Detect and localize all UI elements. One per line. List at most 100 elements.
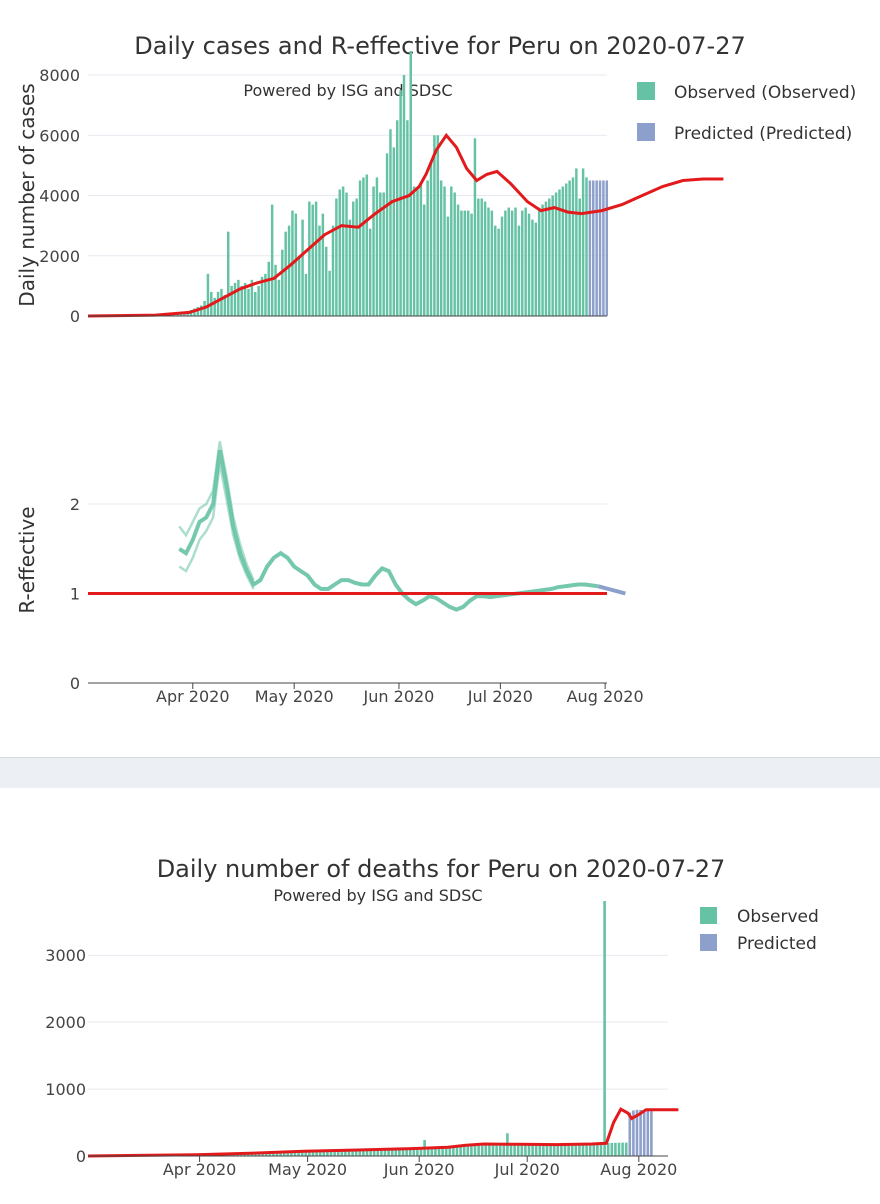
- deaths-legend-label-predicted[interactable]: Predicted: [737, 934, 817, 954]
- cases-predicted-bars: [589, 180, 608, 316]
- deaths-predicted-bar: [639, 1110, 642, 1156]
- cases-predicted-bar: [606, 180, 608, 316]
- reff-y-tick-label: 2: [70, 495, 80, 514]
- cases-observed-bar: [572, 177, 574, 316]
- deaths-observed-bar: [614, 1143, 617, 1156]
- cases-observed-bar: [518, 226, 520, 316]
- cases-observed-bar: [359, 180, 361, 316]
- deaths-legend-swatch-observed[interactable]: [700, 907, 717, 924]
- deaths-observed-bar: [485, 1146, 488, 1156]
- deaths-observed-bar: [463, 1146, 466, 1156]
- deaths-observed-bar: [524, 1145, 527, 1156]
- deaths-observed-bar: [539, 1144, 542, 1156]
- cases-observed-bar: [396, 120, 398, 316]
- reff-x-tick-label: Jul 2020: [467, 687, 533, 706]
- cases-observed-bar: [430, 162, 432, 316]
- cases-observed-bar: [551, 196, 553, 316]
- cases-predicted-bar: [592, 180, 594, 316]
- section-divider: [0, 757, 880, 789]
- cases-observed-bar: [545, 202, 547, 316]
- cases-observed-bar: [308, 202, 310, 316]
- deaths-chart-title: Daily number of deaths for Peru on 2020-…: [157, 855, 726, 883]
- cases-observed-bar: [443, 186, 445, 316]
- cases-observed-bar: [295, 214, 297, 316]
- deaths-x-tick-label: Jun 2020: [383, 1160, 455, 1179]
- cases-observed-bar: [524, 208, 526, 316]
- cases-observed-bar: [298, 256, 300, 316]
- cases-observed-bar: [241, 286, 243, 316]
- reff-x-tick-label: May 2020: [255, 687, 334, 706]
- cases-observed-bar: [477, 199, 479, 316]
- cases-observed-bar: [453, 193, 455, 316]
- cases-observed-bar: [366, 174, 368, 316]
- deaths-observed-bar: [503, 1145, 506, 1156]
- deaths-observed-bar: [611, 1143, 614, 1156]
- deaths-observed-bar: [618, 1143, 621, 1156]
- deaths-x-tick-label: Aug 2020: [600, 1160, 677, 1179]
- deaths-legend-swatch-predicted[interactable]: [700, 934, 717, 951]
- cases-y-tick-label: 2000: [39, 247, 80, 266]
- cases-observed-bar: [345, 193, 347, 316]
- cases-observed-bar: [457, 205, 459, 316]
- legend-swatch-observed[interactable]: [637, 82, 655, 100]
- cases-observed-bar: [460, 211, 462, 316]
- cases-predicted-bar: [589, 180, 591, 316]
- cases-observed-bar: [464, 211, 466, 316]
- reff-y-axis-title: R-effective: [15, 506, 39, 613]
- cases-observed-bar: [342, 186, 344, 316]
- cases-observed-bar: [352, 202, 354, 316]
- cases-observed-bar: [575, 168, 577, 316]
- reff-x-tick-label: Jun 2020: [363, 687, 435, 706]
- cases-observed-bar: [382, 193, 384, 316]
- cases-observed-bar: [268, 262, 270, 316]
- deaths-y-tick-label: 0: [76, 1147, 86, 1166]
- deaths-observed-bar: [625, 1143, 628, 1156]
- cases-observed-bar: [555, 193, 557, 316]
- cases-predicted-bar: [602, 180, 604, 316]
- cases-observed-bar: [508, 208, 510, 316]
- deaths-x-tick-label: Jul 2020: [494, 1160, 560, 1179]
- cases-observed-bar: [220, 289, 222, 316]
- cases-observed-bar: [284, 232, 286, 316]
- deaths-legend-label-observed[interactable]: Observed: [737, 907, 819, 927]
- legend-label-predicted[interactable]: Predicted (Predicted): [674, 124, 852, 144]
- cases-observed-bar: [217, 292, 219, 316]
- cases-observed-bar: [528, 214, 530, 316]
- legend-swatch-predicted[interactable]: [637, 123, 655, 141]
- cases-observed-bar: [393, 147, 395, 316]
- deaths-gridlines: [88, 955, 668, 1089]
- deaths-observed-bar: [499, 1145, 502, 1156]
- deaths-y-tick-label: 3000: [45, 946, 86, 965]
- deaths-observed-bar: [510, 1145, 513, 1156]
- legend-label-observed[interactable]: Observed (Observed): [674, 83, 856, 103]
- cases-observed-bar: [420, 183, 422, 316]
- cases-observed-bar: [369, 229, 371, 316]
- reff-y-tick-label: 1: [70, 585, 80, 604]
- cases-observed-bar: [447, 217, 449, 316]
- cases-chart-title: Daily cases and R-effective for Peru on …: [134, 32, 745, 60]
- cases-chart-subtitle: Powered by ISG and SDSC: [243, 81, 452, 100]
- cases-observed-bar: [230, 286, 232, 316]
- reff-y-ticks: 012: [70, 495, 80, 693]
- cases-observed-bar: [416, 190, 418, 316]
- cases-observed-bar: [538, 208, 540, 316]
- cases-observed-bar: [399, 90, 401, 316]
- deaths-observed-bar: [607, 1143, 610, 1156]
- cases-observed-bar: [504, 211, 506, 316]
- deaths-observed-bar: [517, 1145, 520, 1156]
- cases-observed-bar: [305, 274, 307, 316]
- cases-observed-bar: [514, 208, 516, 316]
- cases-observed-bar: [497, 229, 499, 316]
- deaths-observed-bar: [495, 1145, 498, 1156]
- cases-observed-bar: [585, 177, 587, 316]
- cases-observed-bar: [541, 205, 543, 316]
- cases-observed-bar: [426, 180, 428, 316]
- cases-observed-bar: [467, 211, 469, 316]
- cases-observed-bar: [582, 168, 584, 316]
- cases-observed-bar: [311, 205, 313, 316]
- cases-smoothed-line: [88, 135, 723, 316]
- cases-observed-bar: [271, 205, 273, 316]
- cases-observed-bar: [423, 205, 425, 316]
